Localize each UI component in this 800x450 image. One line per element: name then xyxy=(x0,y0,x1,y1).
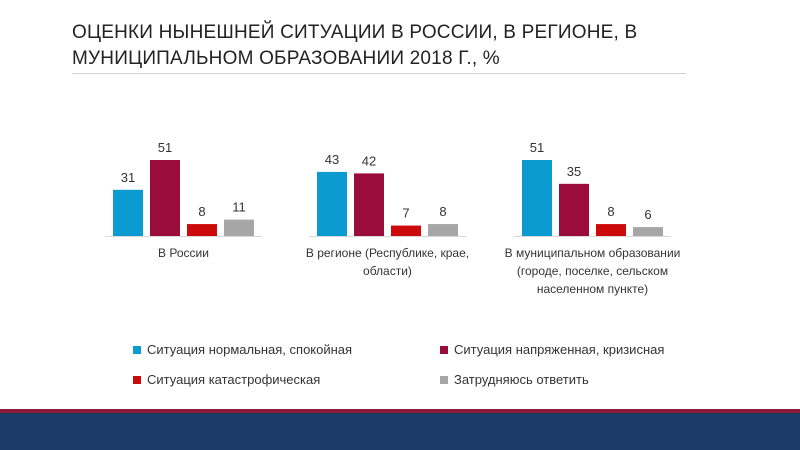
category-label: (городе, поселке, сельском xyxy=(517,264,668,278)
data-label-3-2: 35 xyxy=(567,164,581,179)
bar-3-2 xyxy=(559,183,589,236)
legend-swatch xyxy=(440,345,448,354)
legend-swatch xyxy=(133,375,141,384)
category-label: В регионе (Республике, крае, xyxy=(306,246,469,260)
chart-title: ОЦЕНКИ НЫНЕШНЕЙ СИТУАЦИИ В РОССИИ, В РЕГ… xyxy=(72,22,638,69)
bar-1-3 xyxy=(187,224,217,236)
bar-2-2 xyxy=(354,173,384,236)
data-label-1-3: 8 xyxy=(198,204,205,219)
category-label: В России xyxy=(158,246,209,260)
bar-1-1 xyxy=(113,189,143,236)
bar-2-4 xyxy=(428,224,458,236)
data-label-3-1: 51 xyxy=(530,140,544,155)
data-label-1-1: 31 xyxy=(121,170,135,185)
title-divider xyxy=(72,73,686,74)
footer-bar xyxy=(0,413,800,450)
bar-3-3 xyxy=(596,224,626,236)
legend-swatch xyxy=(440,375,448,384)
legend-item-undecided: Затрудняюсь ответить xyxy=(440,372,589,387)
data-label-2-2: 42 xyxy=(362,153,376,168)
legend-item-tense: Ситуация напряженная, кризисная xyxy=(440,342,664,357)
data-label-3-3: 8 xyxy=(607,204,614,219)
bar-1-2 xyxy=(150,160,180,236)
bar-2-1 xyxy=(317,171,347,236)
legend-label: Затрудняюсь ответить xyxy=(454,372,589,387)
legend-label: Ситуация нормальная, спокойная xyxy=(147,342,353,357)
bar-3-4 xyxy=(633,227,663,236)
legend-label: Ситуация катастрофическая xyxy=(147,372,321,387)
bar-3-1 xyxy=(522,160,552,236)
bar-2-3 xyxy=(391,225,421,236)
data-label-2-4: 8 xyxy=(439,204,446,219)
data-label-1-2: 51 xyxy=(158,140,172,155)
data-label-2-1: 43 xyxy=(325,152,339,167)
legend-item-normal: Ситуация нормальная, спокойная xyxy=(133,342,352,357)
bar-chart: 31 51 8 11 В России 43 42 7 8 В регионе (Республи… xyxy=(105,140,681,296)
legend-label: Ситуация напряженная, кризисная xyxy=(454,342,665,357)
footer-accent-stripe xyxy=(0,409,800,413)
data-label-1-4: 11 xyxy=(232,200,246,215)
category-label: области) xyxy=(363,264,412,278)
category-label: В муниципальном образовании xyxy=(505,246,681,260)
legend-swatch xyxy=(133,345,141,354)
legend-item-catastrophic: Ситуация катастрофическая xyxy=(133,372,320,387)
bar-1-4 xyxy=(224,219,254,236)
data-label-2-3: 7 xyxy=(402,206,409,221)
data-label-3-4: 6 xyxy=(644,207,651,222)
category-label: населенном пункте) xyxy=(537,282,648,296)
